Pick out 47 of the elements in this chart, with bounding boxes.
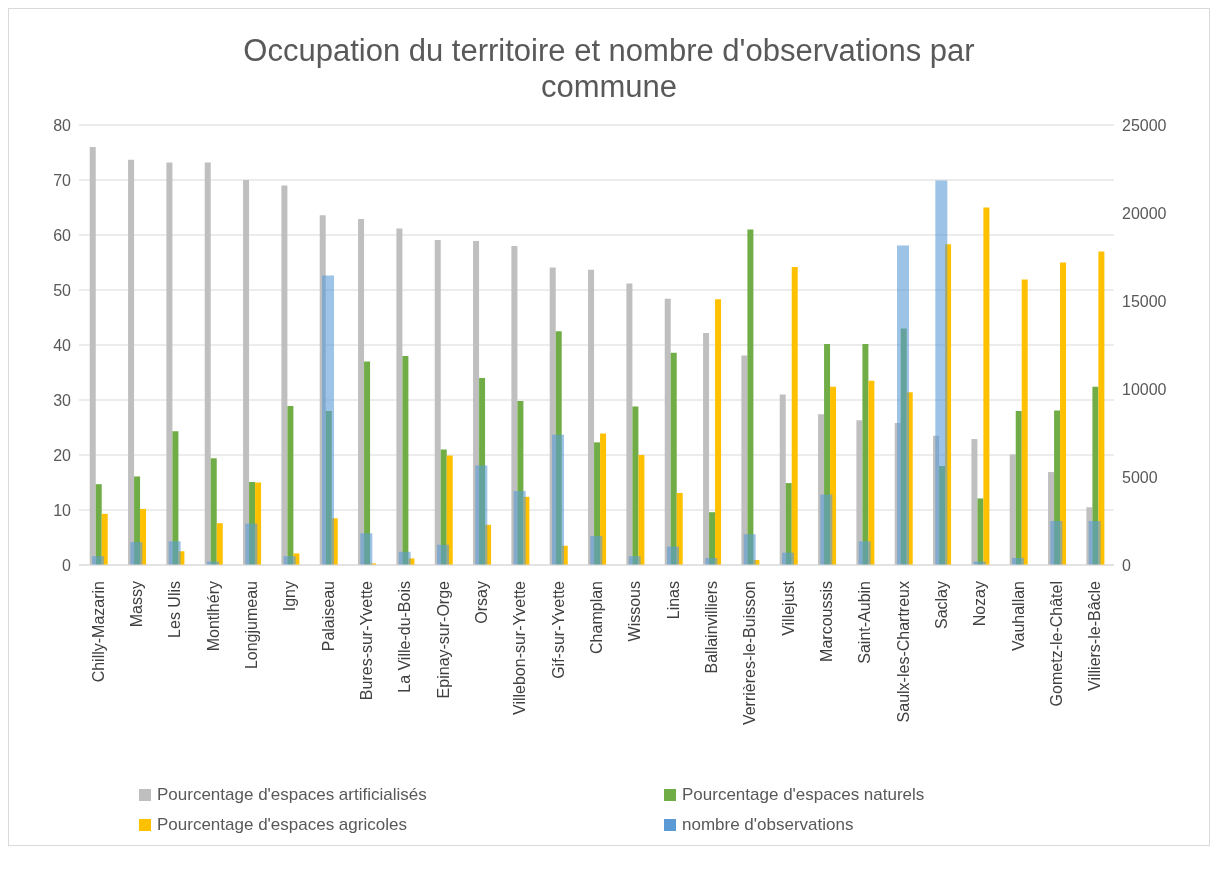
y2-tick-label: 0 xyxy=(1122,556,1131,574)
y-tick-label: 80 xyxy=(53,116,72,134)
y-tick-label: 40 xyxy=(53,336,72,354)
x-tick-label: Chilly-Mazarin xyxy=(89,581,107,683)
x-tick-label: Ballainvilliers xyxy=(703,581,720,674)
chart-title: Occupation du territoire et nombre d'observations par commune xyxy=(242,32,976,105)
x-tick-label: Longjumeau xyxy=(243,581,260,670)
x-tick-label: Vauhallan xyxy=(1009,581,1027,651)
y-tick-label: 50 xyxy=(53,281,72,299)
x-tick-label: Montlhéry xyxy=(204,581,222,652)
y-tick-label: 0 xyxy=(62,556,72,574)
x-tick-label: Verrières-le-Buisson xyxy=(741,581,759,726)
y-tick-label: 30 xyxy=(53,391,72,409)
x-tick-label: Villejust xyxy=(779,580,797,636)
x-tick-label: Orsay xyxy=(473,581,490,624)
x-tick-label: Linas xyxy=(664,581,682,620)
x-tick-label: Les Ulis xyxy=(166,581,184,638)
y-tick-label: 10 xyxy=(53,501,72,519)
x-tick-label: Wissous xyxy=(626,581,644,642)
x-tick-label: Gometz-le-Châtel xyxy=(1048,581,1065,707)
y-tick-label: 20 xyxy=(53,446,72,464)
legend-label: Pourcentage d'espaces naturels xyxy=(682,785,925,805)
y2-tick-label: 20000 xyxy=(1122,204,1167,222)
y-tick-label: 60 xyxy=(53,226,72,244)
x-tick-label: Saulx-les-Chartreux xyxy=(894,581,912,723)
legend-label: Pourcentage d'espaces artificialisés xyxy=(157,785,427,805)
y2-tick-label: 10000 xyxy=(1122,380,1167,398)
legend-label: nombre d'observations xyxy=(682,815,854,835)
x-tick-label: Saclay xyxy=(933,581,950,630)
x-tick-label: La Ville-du-Bois xyxy=(396,581,414,693)
legend-label: Pourcentage d'espaces agricoles xyxy=(157,815,407,835)
y-tick-label: 70 xyxy=(53,171,72,189)
x-tick-label: Massy xyxy=(128,581,145,628)
x-tick-label: Bures-sur-Yvette xyxy=(358,580,375,701)
y2-tick-label: 25000 xyxy=(1122,116,1167,134)
x-tick-label: Villiers-le-Bâcle xyxy=(1086,580,1104,691)
x-tick-label: Champlan xyxy=(588,581,605,654)
x-tick-label: Villebon-sur-Yvette xyxy=(511,580,529,715)
x-tick-label: Gif-sur-Yvette xyxy=(549,580,567,679)
x-tick-label: Palaiseau xyxy=(319,581,337,652)
x-tick-label: Igny xyxy=(281,581,299,612)
x-tick-label: Nozay xyxy=(971,581,989,627)
x-tick-label: Marcoussis xyxy=(818,581,835,662)
y2-tick-label: 5000 xyxy=(1122,468,1158,486)
x-tick-label: Saint-Aubin xyxy=(856,581,874,664)
x-tick-label: Epinay-sur-Orge xyxy=(434,580,452,699)
y2-tick-label: 15000 xyxy=(1122,292,1167,310)
